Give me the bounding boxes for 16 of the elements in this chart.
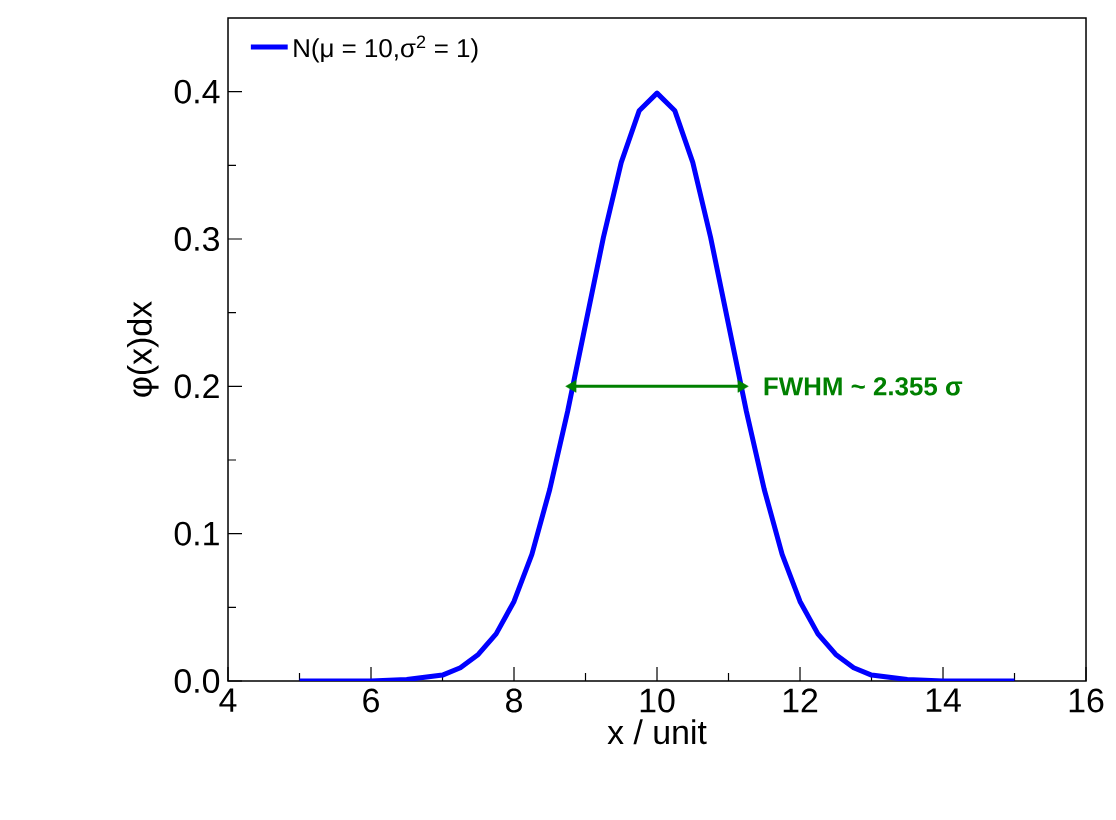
- x-tick-label: 16: [1069, 688, 1104, 713]
- y-tick-label: 0.1: [174, 521, 219, 546]
- x-axis-title: x / unit: [607, 719, 707, 745]
- x-tick-label: 12: [783, 688, 818, 713]
- y-tick-label: 0.2: [174, 374, 219, 399]
- x-tick-label: 10: [640, 688, 675, 713]
- x-tick-label: 4: [219, 688, 237, 712]
- legend-label: N(μ = 10,σ$^{2}$ = 1): [294, 35, 478, 63]
- annotation: FWHM ~ 2.355 σ: [764, 377, 963, 396]
- y-tick-label: 0.3: [174, 227, 219, 251]
- x-tick-label: 6: [363, 688, 379, 713]
- y-tick-label: 0.4: [174, 79, 220, 104]
- x-tick-label: 8: [506, 688, 522, 713]
- y-tick-label: 0.0: [174, 669, 220, 693]
- y-axis-title: φ(x)dx: [126, 301, 159, 397]
- x-tick-label: 14: [926, 688, 961, 712]
